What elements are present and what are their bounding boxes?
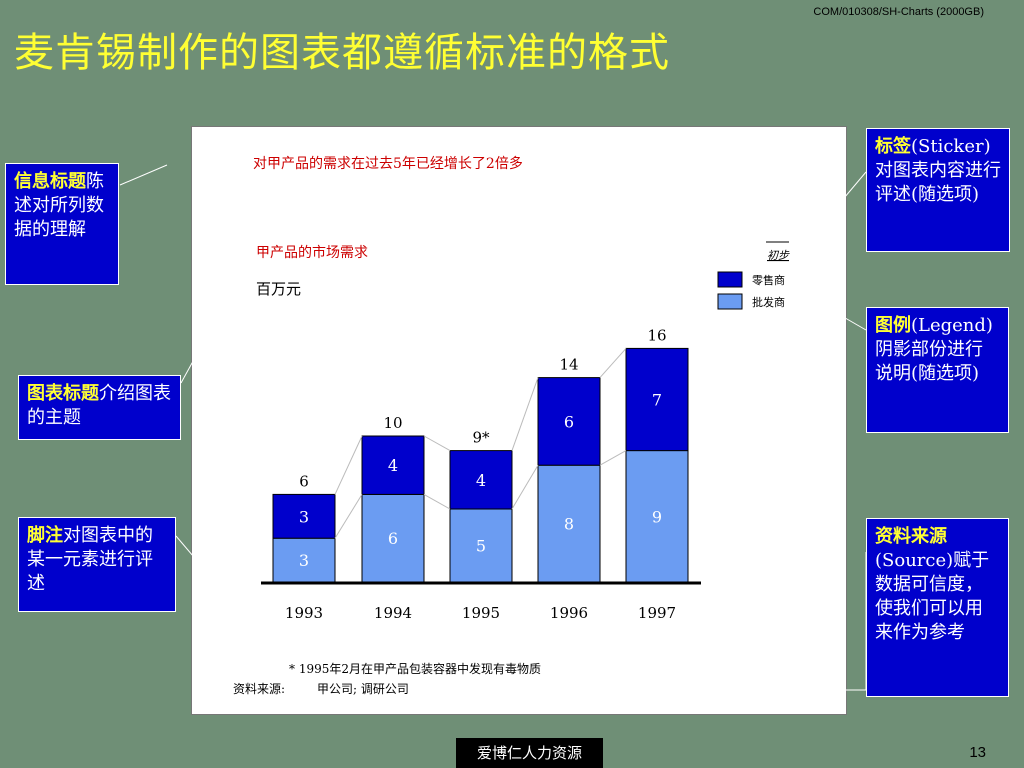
bar-segment-1994-retail	[361, 435, 425, 495]
x-tick-label: 1997	[638, 604, 676, 622]
footnote-text: * 1995年2月在甲产品包装容器中发现有毒物质	[289, 661, 541, 676]
callout-source-highlight: 资料来源	[875, 526, 947, 547]
callout-source-text: (Source)赋于数据可信度，使我们可以用来作为参考	[875, 550, 990, 643]
callout-sticker-highlight: 标签	[875, 136, 911, 157]
source-label: 资料来源:	[233, 682, 285, 696]
bar-segment-1993-wholesale	[272, 537, 336, 583]
connector-line	[511, 377, 539, 451]
callout-chart-title-text: 介绍图表的主题	[27, 383, 171, 428]
source-text: 甲公司; 调研公司	[317, 682, 409, 696]
bar-segment-1997-retail	[625, 347, 689, 452]
stacked-bar-chart: 对甲产品的需求在过去5年已经增长了2倍多 甲产品的市场需求 百万元 初步 零售商…	[233, 155, 790, 696]
bar-value-label: 9	[652, 507, 662, 526]
bar-total-label: 6	[299, 472, 309, 490]
connector-line	[334, 494, 363, 539]
bar-segment-1996-wholesale	[537, 464, 601, 583]
bar-total-label: 10	[383, 414, 402, 432]
x-tick-label: 1995	[462, 604, 500, 622]
chart-message-title: 对甲产品的需求在过去5年已经增长了2倍多	[253, 155, 523, 172]
bar-value-label: 3	[299, 507, 309, 526]
callout-legend: 图例(Legend)阴影部份进行说明(随选项)	[866, 307, 1009, 433]
slide-title: 麦肯锡制作的图表都遵循标准的格式	[14, 30, 670, 76]
callout-legend-highlight: 图例	[875, 315, 911, 336]
bar-segment-1997-wholesale	[625, 450, 689, 583]
bar-value-label: 3	[299, 551, 309, 570]
bar-value-label: 7	[652, 391, 662, 410]
sticker-label: 初步	[767, 249, 790, 262]
bar-total-label: 16	[647, 326, 666, 344]
callout-sticker-text: (Sticker)对图表内容进行评述(随选项)	[875, 136, 1001, 205]
bar-segment-1994-wholesale	[361, 493, 425, 583]
bar-segment-1996-retail	[537, 377, 601, 466]
callout-message-title: 信息标题陈述对所列数据的理解	[5, 163, 119, 285]
connector-line	[511, 464, 539, 510]
x-tick-label: 1994	[374, 604, 412, 622]
connector-line	[423, 435, 451, 452]
legend-label: 批发商	[752, 295, 785, 309]
x-tick-label: 1996	[550, 604, 588, 622]
callout-chart-title-highlight: 图表标题	[27, 383, 99, 404]
chart-unit: 百万元	[256, 280, 301, 298]
connector-line	[423, 493, 451, 510]
page-number: 13	[969, 744, 986, 761]
bar-value-label: 6	[388, 529, 398, 548]
callout-footnote-text: 对图表中的某一元素进行评述	[27, 525, 153, 594]
legend-label: 零售商	[752, 273, 785, 287]
bar-value-label: 5	[476, 537, 486, 556]
bar-value-label: 6	[564, 412, 574, 431]
legend-swatch	[717, 271, 743, 288]
callout-source: 资料来源 (Source)赋于数据可信度，使我们可以用来作为参考	[866, 518, 1009, 697]
bar-value-label: 8	[564, 515, 574, 534]
chart-title: 甲产品的市场需求	[256, 244, 368, 261]
bars-group: 3 3 6 1993 6 4 10 1994 5 4 9* 1995 8 6 14 1996 9 7 16 1997	[272, 326, 689, 622]
bar-total-label: 14	[559, 356, 578, 374]
x-tick-label: 1993	[285, 604, 323, 622]
bar-segment-1995-wholesale	[449, 508, 513, 583]
leader-line-message-title	[119, 164, 168, 186]
legend-swatch	[717, 293, 743, 310]
bar-total-label: 9*	[472, 429, 490, 447]
bar-value-label: 4	[476, 471, 486, 490]
callout-sticker: 标签(Sticker)对图表内容进行评述(随选项)	[866, 128, 1010, 252]
connector-line	[599, 348, 627, 378]
connector-line	[599, 450, 627, 466]
footer-company: 爱博仁人力资源	[456, 738, 603, 768]
callout-footnote-highlight: 脚注	[27, 525, 63, 546]
bar-segment-1995-retail	[449, 450, 513, 510]
callout-message-title-text: 陈述对所列数据的理解	[14, 171, 104, 240]
document-code: COM/010308/SH-Charts (2000GB)	[813, 6, 984, 18]
callout-chart-title: 图表标题介绍图表的主题	[18, 375, 181, 440]
connector-line	[334, 435, 363, 495]
callout-message-title-highlight: 信息标题	[14, 171, 86, 192]
bar-value-label: 4	[388, 456, 398, 475]
callout-legend-text: (Legend)阴影部份进行说明(随选项)	[875, 315, 993, 384]
callout-footnote: 脚注对图表中的某一元素进行评述	[18, 517, 176, 612]
bar-segment-1993-retail	[272, 493, 336, 539]
